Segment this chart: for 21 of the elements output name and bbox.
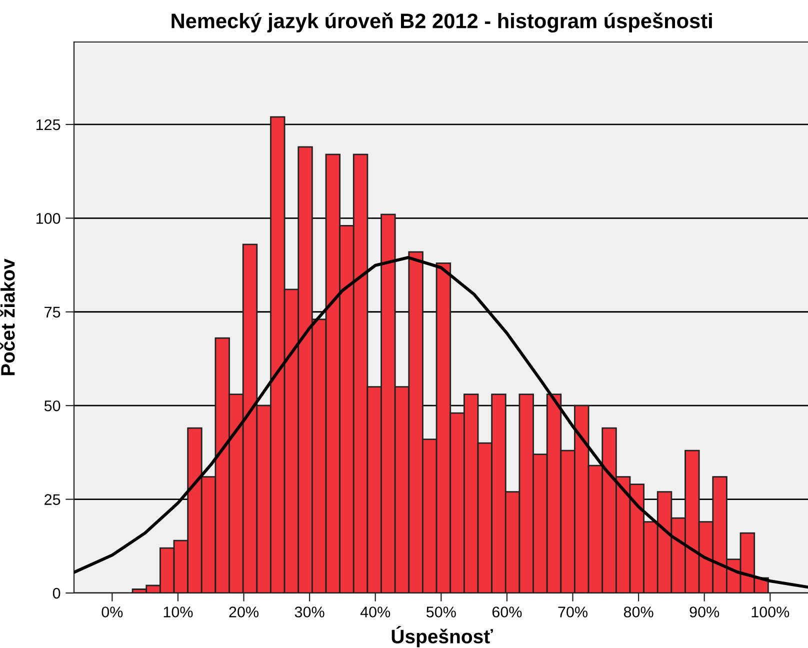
- x-axis-title: Úspešnosť: [392, 626, 493, 648]
- y-tick-label: 100: [36, 213, 60, 224]
- x-tick-label: 40%: [360, 606, 390, 618]
- y-tick-label: 125: [36, 119, 60, 130]
- x-tick-label: 80%: [624, 606, 654, 618]
- chart-title: Nemecký jazyk úroveň B2 2012 - histogram úspešnosti: [172, 12, 712, 33]
- x-tick-label: 0%: [102, 606, 123, 618]
- x-tick-label: 90%: [690, 606, 720, 618]
- x-tick-label: 60%: [492, 606, 522, 618]
- x-tick-label: 20%: [229, 606, 259, 618]
- y-tick-label: 50: [44, 400, 60, 412]
- line-series: [74, 256, 808, 589]
- x-tick-label: 50%: [426, 606, 456, 618]
- x-tick-label: 70%: [558, 606, 588, 618]
- x-tick-label: 10%: [164, 606, 193, 618]
- x-tick-label: 30%: [294, 606, 324, 618]
- y-tick-label: 25: [44, 494, 60, 505]
- y-tick-label: 75: [44, 306, 60, 318]
- y-tick-label: 0: [52, 588, 60, 599]
- y-axis-title: Počet žiakov: [0, 258, 15, 376]
- x-tick-label: 100%: [752, 606, 790, 618]
